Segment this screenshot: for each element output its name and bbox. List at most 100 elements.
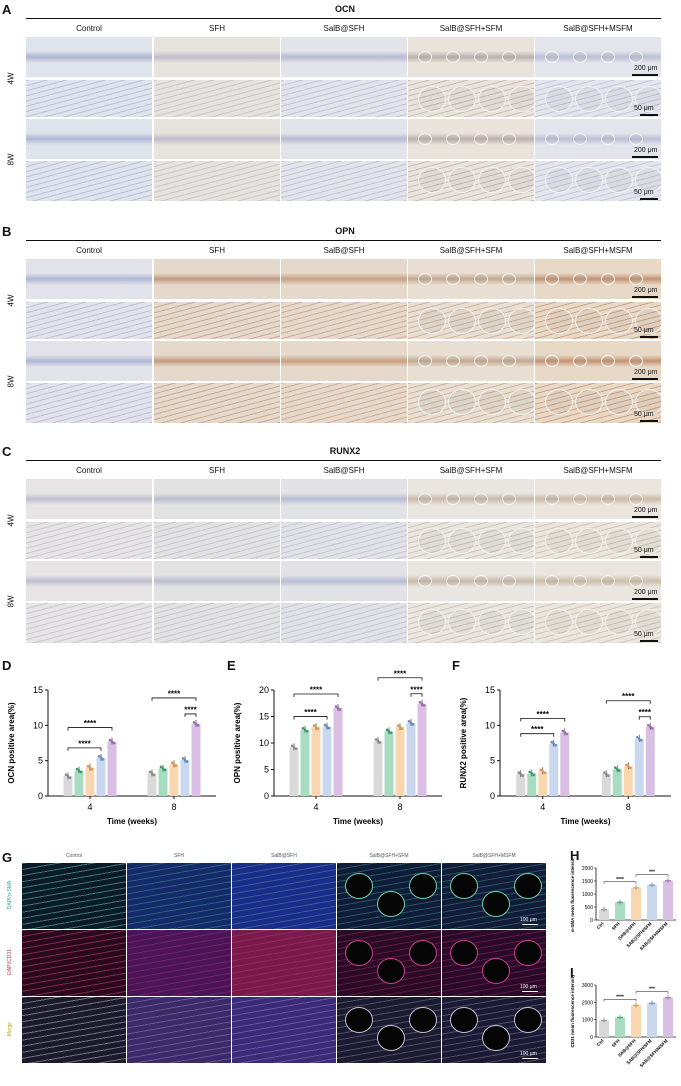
bar	[300, 729, 310, 796]
histology-tile	[535, 479, 661, 519]
bar	[612, 769, 622, 796]
fluorescence-tile	[22, 997, 126, 1063]
microsphere-shape	[508, 528, 534, 554]
histology-tile	[281, 561, 407, 601]
column-header-4: SalB@SFH+MSFM	[563, 466, 633, 475]
data-point	[619, 1016, 621, 1019]
data-point	[196, 724, 200, 727]
data-point	[409, 721, 413, 725]
microsphere-shape	[418, 528, 446, 554]
significance-bracket	[638, 716, 651, 720]
y-tick-label: 15	[33, 685, 43, 695]
data-point	[563, 731, 567, 734]
histology-tile	[408, 561, 534, 601]
data-point	[301, 726, 305, 730]
microsphere-shape	[575, 86, 603, 112]
fluorescence-tile	[442, 930, 546, 996]
microsphere-shape	[448, 389, 476, 415]
column-header-3: SalB@SFH+SFM	[439, 24, 503, 33]
microsphere-shape	[545, 51, 559, 63]
histology-tile	[26, 603, 152, 643]
data-point	[88, 766, 92, 770]
data-point	[519, 772, 523, 776]
tissue-texture	[26, 603, 152, 643]
histology-tile	[408, 119, 534, 159]
microsphere-void	[450, 873, 478, 899]
row-label-8W: 8W	[6, 595, 16, 608]
data-point	[550, 740, 554, 744]
bar	[647, 885, 657, 920]
data-point	[617, 1016, 619, 1019]
microsphere-shape	[605, 86, 633, 112]
tissue-texture	[154, 51, 280, 63]
bar	[631, 1005, 641, 1037]
if-column-header-3: SalB@SFH+SFM	[369, 853, 409, 859]
row-label-4W: 4W	[6, 514, 16, 527]
column-header-1: SFH	[209, 24, 225, 33]
microsphere-shape	[629, 493, 643, 505]
column-header-2: SalB@SFH	[323, 24, 365, 33]
histology-tile	[26, 37, 152, 77]
y-tick-label: 15	[485, 685, 495, 695]
column-header-1: SFH	[209, 246, 225, 255]
data-point	[420, 702, 424, 706]
x-axis-label: Time (weeks)	[560, 817, 610, 826]
data-point	[532, 773, 536, 777]
microsphere-shape	[601, 493, 615, 505]
category-label: 4	[540, 802, 545, 812]
data-point	[530, 772, 534, 775]
histology-tile	[408, 522, 534, 559]
if-scale-bar-label: 100 μm	[520, 984, 537, 990]
microsphere-shape	[545, 389, 573, 415]
data-point	[653, 1002, 655, 1005]
if-column-header-0: Control	[65, 853, 83, 859]
significance-label: ****	[394, 669, 407, 678]
microsphere-void	[450, 940, 478, 966]
data-point	[621, 901, 623, 904]
data-point	[305, 729, 309, 733]
microsphere-shape	[601, 575, 615, 587]
fluorescence-tile	[232, 930, 336, 996]
microsphere-shape	[478, 86, 506, 112]
histology-tile	[154, 302, 280, 339]
significance-label: ****	[639, 708, 652, 717]
histology-tile	[535, 603, 661, 643]
microsphere-shape	[573, 133, 587, 145]
significance-label: ****	[531, 725, 544, 734]
tissue-texture	[26, 383, 152, 423]
data-point	[194, 722, 198, 726]
fluorescence-tile	[232, 863, 336, 929]
microsphere-shape	[446, 133, 460, 145]
tissue-texture	[281, 51, 407, 63]
microsphere-shape	[418, 308, 446, 334]
microsphere-shape	[418, 355, 432, 367]
panel-label-f: F	[452, 658, 460, 673]
microsphere-void	[514, 873, 542, 899]
bar	[180, 759, 190, 796]
fluorescence-tile	[337, 930, 441, 996]
fluorescence-texture	[127, 863, 231, 929]
y-tick-label: 10	[33, 720, 43, 730]
microsphere-shape	[605, 167, 633, 193]
histology-tile	[281, 603, 407, 643]
y-axis-label: RUNX2 positive area(%)	[459, 697, 468, 788]
fluorescence-tile	[442, 863, 546, 929]
bar	[191, 723, 201, 796]
data-point	[411, 723, 415, 726]
data-point	[565, 732, 569, 736]
y-tick-label: 0	[490, 791, 495, 801]
histology-tile	[26, 479, 152, 519]
microsphere-shape	[508, 308, 534, 334]
y-tick-label: 0	[590, 918, 593, 924]
histology-tile	[154, 479, 280, 519]
column-header-3: SalB@SFH+SFM	[439, 246, 503, 255]
chart-opn: 0 5 10 15 20 OPN positive area(%) Time (weeks)…	[233, 669, 442, 826]
microsphere-shape	[635, 308, 661, 334]
histology-tile	[408, 383, 534, 423]
x-axis-label: Time (weeks)	[107, 817, 157, 826]
tissue-texture	[26, 575, 152, 587]
bar	[631, 887, 641, 920]
column-header-2: SalB@SFH	[323, 466, 365, 475]
stain-title-underline	[26, 18, 661, 19]
microsphere-shape	[474, 575, 488, 587]
